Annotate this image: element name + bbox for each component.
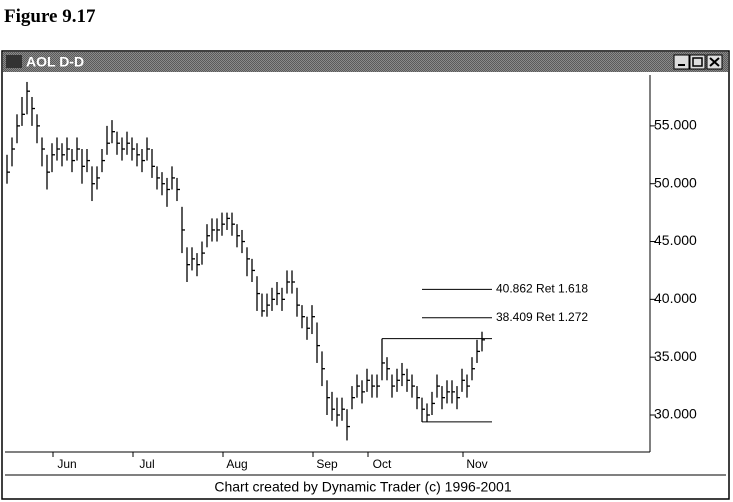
y-tick-label: 45.000	[654, 232, 697, 248]
x-tick-label: Oct	[373, 457, 392, 471]
x-tick-label: Sep	[316, 457, 338, 471]
title-bar	[3, 52, 728, 72]
y-tick-label: 50.000	[654, 174, 697, 190]
x-tick-label: Aug	[226, 457, 247, 471]
y-tick-label: 40.000	[654, 290, 697, 306]
figure-label: Figure 9.17	[4, 6, 96, 27]
window-icon	[6, 55, 22, 68]
level-label: 40.862 Ret 1.618	[496, 282, 588, 296]
window-title: AOL D-D	[26, 54, 84, 70]
level-label: 38.409 Ret 1.272	[496, 310, 588, 324]
y-tick-label: 30.000	[654, 406, 697, 422]
window-frame	[1, 50, 730, 500]
x-tick-label: Jul	[139, 457, 154, 471]
credit: Chart created by Dynamic Trader (c) 1996…	[214, 479, 511, 495]
x-tick-label: Nov	[466, 457, 487, 471]
x-tick-label: Jun	[57, 457, 76, 471]
window-buttons[interactable]	[673, 54, 723, 70]
y-tick-label: 55.000	[654, 117, 697, 133]
y-tick-label: 35.000	[654, 348, 697, 364]
